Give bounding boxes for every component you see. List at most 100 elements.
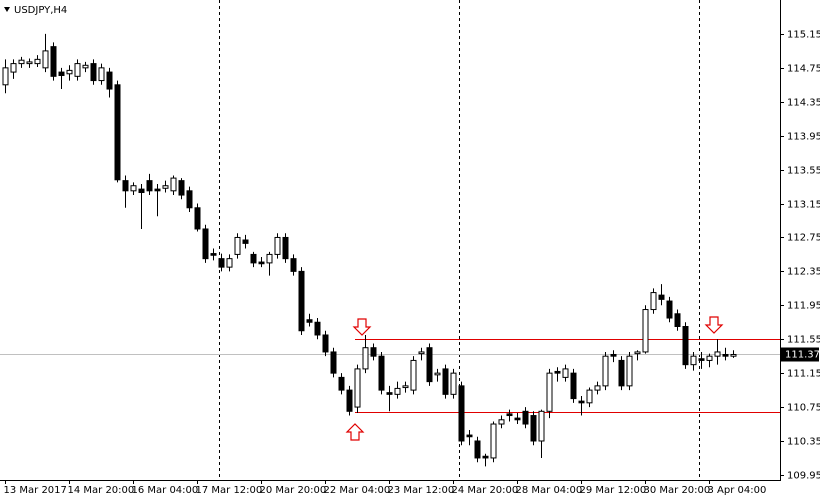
candle-body [730,353,737,357]
candle-body [338,376,345,391]
candle-body [482,455,489,459]
candle-body [26,61,33,65]
candle-body [290,258,297,272]
candle-body [386,392,393,395]
candle-body [114,84,121,181]
candle-body [58,71,65,76]
candle-body [138,188,145,194]
candle-body [434,372,441,376]
candle-body [506,413,513,417]
x-tick-label: 3 Apr 04:00 [708,485,767,496]
candle-body [154,188,161,192]
candle-body [82,64,89,69]
candle-body [562,368,569,378]
y-tick-label: 110.35 [787,437,820,448]
candle-body [570,372,577,400]
y-tick-label: 114.35 [787,98,820,109]
candle-body [658,294,665,300]
candle-body [418,351,425,355]
x-tick-label: 23 Mar 12:00 [388,485,455,496]
y-tick-label: 109.95 [787,471,820,482]
candle-body [178,180,185,196]
candle-body [538,410,545,442]
candle-body [314,321,321,336]
candle-body [426,347,433,383]
candle-body [298,270,305,332]
candle-body [410,359,417,391]
candle-body [322,334,329,353]
candle-body [674,313,681,328]
candle-body [330,351,337,374]
candle-body [282,236,289,260]
candle-body [354,368,361,408]
candle-body [10,63,17,73]
down-arrow [352,318,372,336]
current-price-box [781,347,819,362]
candle-body [266,253,273,264]
candle-body [306,319,313,323]
candle-body [18,59,25,65]
x-tick-label: 14 Mar 20:00 [68,485,135,496]
candle-body [586,389,593,404]
candle-body [2,67,9,86]
candle-body [514,417,521,421]
candle-body [682,326,689,366]
candle-body [202,228,209,260]
candle-body [90,63,97,82]
x-tick-label: 16 Mar 04:00 [132,485,199,496]
candle-body [402,385,409,389]
candle-body [162,185,169,189]
candle-body [346,389,353,412]
candle-body [106,71,113,90]
candle-body [690,355,697,366]
candle-body [242,239,249,244]
y-tick-label: 111.95 [787,301,820,312]
candle-body [714,351,721,357]
candle-body [74,63,81,77]
candle-body [626,355,633,387]
candle-body [210,253,217,256]
candle-body [122,180,129,192]
candle-body [698,358,705,361]
candle-body [442,368,449,395]
candle-body [546,372,553,412]
y-tick-label: 111.15 [787,369,820,380]
candle-body [170,177,177,192]
candle-body [274,236,281,255]
candle-body [610,353,617,357]
x-tick-label: 29 Mar 12:00 [580,485,647,496]
y-tick-label: 113.95 [787,132,820,143]
candle-body [234,236,241,255]
candle-body [146,180,153,192]
candle-body [42,50,49,69]
candle-body [530,415,537,442]
candle-body [634,351,641,355]
candle-body [394,387,401,395]
y-tick-label: 113.15 [787,200,820,211]
candle-body [186,190,193,209]
candle-body [258,261,265,265]
candle-body [250,253,257,264]
candle-body [554,370,561,374]
candle-body [466,434,473,438]
candle-body [378,355,385,391]
candle-body [66,69,73,75]
y-tick-label: 115.15 [787,30,820,41]
candle-body [490,423,497,459]
x-tick-label: 24 Mar 20:00 [452,485,519,496]
candle-body [618,359,625,387]
x-tick-label: 20 Mar 20:00 [260,485,327,496]
candle-body [706,355,713,361]
candle-body [130,185,137,192]
y-tick-label: 114.75 [787,64,820,75]
candle-body [666,300,673,319]
y-tick-label: 110.75 [787,403,820,414]
y-tick-label: 111.55 [787,335,820,346]
candle-body [522,410,529,425]
candle-body [498,419,505,425]
title-marker [4,7,10,12]
y-tick-label: 113.55 [787,166,820,177]
candle-body [474,440,481,459]
